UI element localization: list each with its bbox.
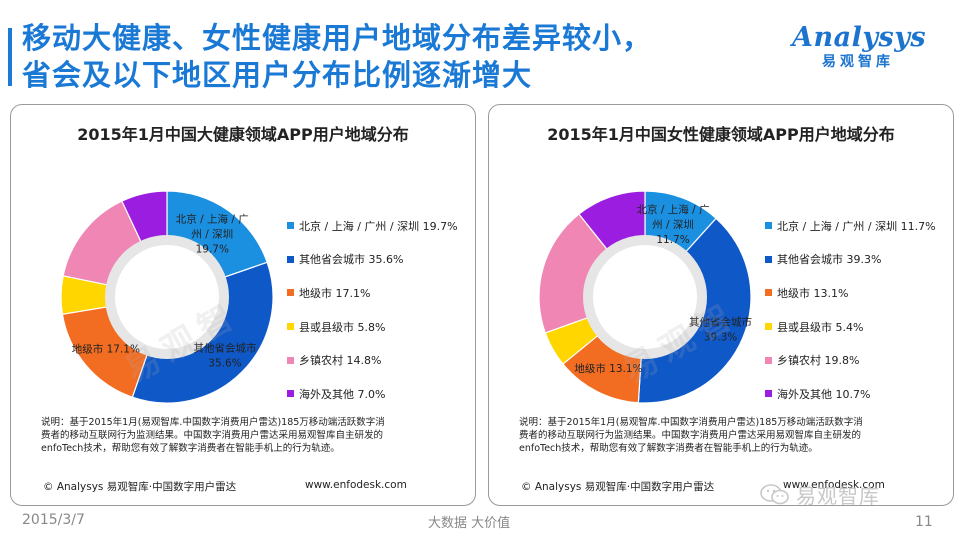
data-label-province: 其他省会城市 39.3% [689, 315, 752, 343]
legend-swatch [765, 323, 772, 331]
logo-chinese: 易观智库 [822, 54, 894, 70]
analysys-logo: Analysys 易观智库 [792, 22, 942, 92]
slide-title-line1: 移动大健康、女性健康用户地域分布差异较小， [22, 21, 653, 55]
data-label-tier1: 北京 / 上海 / 广州 / 深圳 19.7% [176, 212, 249, 255]
site-url: www.enfodesk.com [783, 479, 885, 491]
legend-swatch [287, 323, 294, 331]
footer-slogan: 大数据 大价值 [428, 516, 511, 531]
data-label-province: 其他省会城市 35.6% [193, 341, 256, 369]
note-line: 费者的移动互联网行为监测结果。中国数字消费用户雷达采用易观智库自主研发的 [519, 430, 862, 441]
legend-label: 其他省会城市 39.3% [777, 253, 882, 267]
legend-swatch [287, 390, 294, 398]
chart-note: 说明：基于2015年1月(易观智库.中国数字消费用户雷达)185万移动端活跃数字… [41, 416, 461, 455]
legend-swatch [287, 356, 294, 364]
chart-panel-health: 2015年1月中国大健康领域APP用户地域分布 北京 / 上海 / 广州 / 深… [10, 104, 476, 506]
chart-legend: 北京 / 上海 / 广州 / 深圳 19.7% 其他省会城市 35.6% 地级市… [287, 209, 475, 411]
legend-swatch [765, 255, 772, 263]
note-line: 说明：基于2015年1月(易观智库.中国数字消费用户雷达)185万移动端活跃数字… [519, 417, 863, 428]
legend-item-province: 其他省会城市 35.6% [287, 243, 475, 277]
legend-label: 其他省会城市 35.6% [299, 253, 404, 267]
slide-title-line2: 省会及以下地区用户分布比例逐渐增大 [22, 58, 533, 92]
legend-item-tier1: 北京 / 上海 / 广州 / 深圳 19.7% [287, 209, 475, 243]
legend-swatch [287, 255, 294, 263]
legend-item-overseas: 海外及其他 7.0% [287, 377, 475, 411]
note-line: 费者的移动互联网行为监测结果。中国数字消费用户雷达采用易观智库自主研发的 [41, 430, 384, 441]
legend-label: 地级市 13.1% [777, 286, 849, 300]
slide-title: 移动大健康、女性健康用户地域分布差异较小， 省会及以下地区用户分布比例逐渐增大 [22, 20, 702, 94]
legend-item-county: 县或县级市 5.4% [765, 310, 953, 344]
wechat-badge: 易观智库 [760, 480, 880, 509]
chart-title: 2015年1月中国大健康领域APP用户地域分布 [77, 125, 409, 144]
chart-note: 说明：基于2015年1月(易观智库.中国数字消费用户雷达)185万移动端活跃数字… [519, 416, 939, 455]
page-number: 11 [915, 514, 933, 530]
legend-swatch [287, 289, 294, 297]
data-label-prefecture: 地级市 13.1% [574, 362, 642, 375]
note-line: enfoTech技术，帮助您有效了解数字消费者在智能手机上的行为轨迹。 [519, 443, 818, 454]
footer-date: 2015/3/7 [22, 512, 85, 528]
legend-item-rural: 乡镇农村 14.8% [287, 343, 475, 377]
legend-swatch [765, 222, 772, 230]
legend-item-county: 县或县级市 5.8% [287, 310, 475, 344]
legend-swatch [765, 289, 772, 297]
wechat-icon [760, 483, 789, 504]
wechat-account-name: 易观智库 [796, 484, 880, 508]
legend-label: 北京 / 上海 / 广州 / 深圳 11.7% [777, 219, 936, 233]
logo-english: Analysys [792, 22, 927, 53]
legend-swatch [287, 222, 294, 230]
copyright: © Analysys 易观智库·中国数字用户雷达 [43, 481, 237, 493]
data-label-prefecture: 地级市 17.1% [72, 343, 140, 356]
legend-item-tier1: 北京 / 上海 / 广州 / 深圳 11.7% [765, 209, 953, 243]
note-line: 说明：基于2015年1月(易观智库.中国数字消费用户雷达)185万移动端活跃数字… [41, 417, 385, 428]
legend-label: 海外及其他 10.7% [777, 387, 871, 401]
legend-label: 地级市 17.1% [299, 286, 371, 300]
legend-item-prefecture: 地级市 17.1% [287, 276, 475, 310]
chart-panel-female-health: 2015年1月中国女性健康领域APP用户地域分布 北京 / 上海 / 广州 / … [488, 104, 954, 506]
legend-swatch [765, 356, 772, 364]
donut-hole [583, 235, 707, 359]
data-label-tier1: 北京 / 上海 / 广州 / 深圳 11.7% [637, 203, 710, 246]
legend-item-prefecture: 地级市 13.1% [765, 276, 953, 310]
legend-item-overseas: 海外及其他 10.7% [765, 377, 953, 411]
donut-chart: 北京 / 上海 / 广州 / 深圳 19.7% 其他省会城市 35.6% 地级市 17.… [60, 190, 274, 404]
legend-label: 县或县级市 5.4% [777, 320, 864, 334]
legend-item-rural: 乡镇农村 19.8% [765, 343, 953, 377]
donut-hole [105, 235, 229, 359]
donut-chart: 北京 / 上海 / 广州 / 深圳 11.7% 其他省会城市 39.3% 地级市 13.… [538, 190, 752, 404]
chart-legend: 北京 / 上海 / 广州 / 深圳 11.7% 其他省会城市 39.3% 地级市… [765, 209, 953, 411]
legend-swatch [765, 390, 772, 398]
copyright: © Analysys 易观智库·中国数字用户雷达 [521, 481, 715, 493]
legend-label: 县或县级市 5.8% [299, 320, 386, 334]
site-url: www.enfodesk.com [305, 479, 407, 491]
legend-label: 乡镇农村 19.8% [777, 354, 860, 368]
legend-label: 北京 / 上海 / 广州 / 深圳 19.7% [299, 219, 458, 233]
legend-label: 乡镇农村 14.8% [299, 354, 382, 368]
title-accent-bar [8, 28, 12, 86]
note-line: enfoTech技术，帮助您有效了解数字消费者在智能手机上的行为轨迹。 [41, 443, 340, 454]
chart-title: 2015年1月中国女性健康领域APP用户地域分布 [547, 125, 895, 144]
legend-label: 海外及其他 7.0% [299, 387, 386, 401]
legend-item-province: 其他省会城市 39.3% [765, 243, 953, 277]
